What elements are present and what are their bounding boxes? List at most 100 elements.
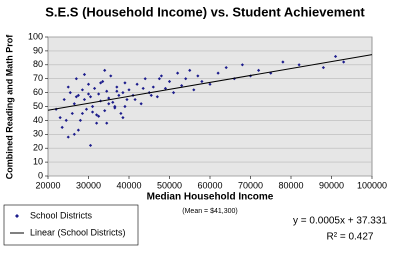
- point: [151, 85, 155, 89]
- point: [97, 114, 101, 118]
- point: [115, 89, 119, 93]
- y-axis-title: Combined Reading and Math Prof: [4, 34, 14, 180]
- point: [74, 95, 78, 99]
- point: [155, 95, 159, 99]
- point: [97, 92, 101, 96]
- point: [113, 104, 117, 109]
- point: [171, 91, 176, 95]
- trend-line: [47, 54, 373, 111]
- point: [80, 111, 85, 116]
- point: [297, 63, 301, 67]
- point: [72, 132, 76, 136]
- legend-label: Linear (School Districts): [30, 227, 126, 237]
- chart-title: S.E.S (Household Income) vs. Student Ach…: [45, 4, 365, 19]
- point: [66, 85, 70, 89]
- x-tick-label: 70000: [238, 180, 263, 190]
- point: [184, 77, 188, 81]
- point: [103, 68, 107, 72]
- point: [117, 93, 121, 97]
- point: [90, 110, 95, 114]
- point: [86, 92, 91, 96]
- point: [62, 97, 66, 102]
- point: [86, 82, 91, 86]
- point: [139, 102, 143, 106]
- point: [163, 86, 168, 91]
- point: [107, 96, 111, 100]
- point: [107, 102, 111, 106]
- point: [64, 118, 68, 122]
- point: [125, 97, 129, 102]
- point: [216, 71, 220, 75]
- point: [157, 77, 161, 81]
- point: [74, 77, 78, 81]
- point: [80, 88, 85, 92]
- legend-marker: [15, 214, 19, 218]
- x-tick-label: 40000: [116, 180, 141, 190]
- point: [121, 116, 125, 120]
- point: [159, 74, 163, 78]
- y-tick-label: 80: [33, 59, 43, 69]
- point: [99, 81, 103, 85]
- point: [82, 97, 87, 102]
- x-tick-label: 50000: [157, 180, 182, 190]
- point: [196, 74, 200, 78]
- point: [66, 135, 70, 139]
- point: [72, 102, 76, 106]
- legend-label: School Districts: [30, 210, 93, 220]
- point: [224, 65, 228, 70]
- legend-box: [3, 204, 139, 246]
- point: [119, 111, 123, 116]
- point: [208, 82, 212, 86]
- point: [95, 113, 99, 117]
- x-tick-label: 20000: [35, 180, 60, 190]
- x-tick-label: 60000: [197, 180, 222, 190]
- point: [95, 121, 99, 125]
- point: [121, 91, 125, 95]
- point: [78, 118, 82, 122]
- x-tick-label: 90000: [319, 180, 344, 190]
- point: [68, 91, 72, 95]
- y-tick-label: 100: [28, 31, 43, 41]
- y-tick-label: 70: [33, 73, 43, 83]
- point: [135, 82, 139, 86]
- y-tick-label: 20: [33, 143, 43, 153]
- point: [82, 72, 87, 77]
- point: [92, 86, 97, 91]
- point: [143, 77, 147, 81]
- point: [76, 93, 80, 97]
- point: [281, 60, 285, 64]
- point: [133, 97, 137, 102]
- note: (Mean = $41,300): [182, 208, 237, 215]
- point: [101, 79, 105, 84]
- point: [58, 116, 62, 120]
- y-tick-label: 50: [33, 101, 43, 111]
- y-tick-label: 40: [33, 115, 43, 125]
- point: [88, 95, 93, 99]
- x-tick-label: 100000: [357, 180, 387, 190]
- point: [200, 79, 204, 84]
- point: [176, 71, 180, 75]
- y-tick-label: 10: [33, 156, 43, 166]
- point: [123, 81, 127, 85]
- equation: y = 0.0005x + 37.331: [293, 216, 387, 227]
- point: [240, 63, 244, 67]
- y-tick-label: 0: [38, 170, 43, 180]
- point: [115, 85, 119, 89]
- point: [180, 84, 184, 88]
- r-squared: R² = 0.427: [327, 232, 374, 243]
- point: [149, 93, 153, 97]
- x-axis-title: Median Household Income: [147, 192, 274, 203]
- point: [257, 68, 261, 72]
- point: [84, 107, 89, 111]
- point: [333, 54, 338, 59]
- point: [141, 86, 145, 91]
- x-tick-label: 30000: [76, 180, 101, 190]
- point: [111, 100, 115, 104]
- point: [90, 104, 95, 109]
- y-tick-label: 30: [33, 129, 43, 139]
- point: [167, 79, 172, 84]
- point: [105, 89, 109, 93]
- point: [192, 88, 196, 92]
- point: [70, 111, 74, 116]
- point: [105, 121, 109, 125]
